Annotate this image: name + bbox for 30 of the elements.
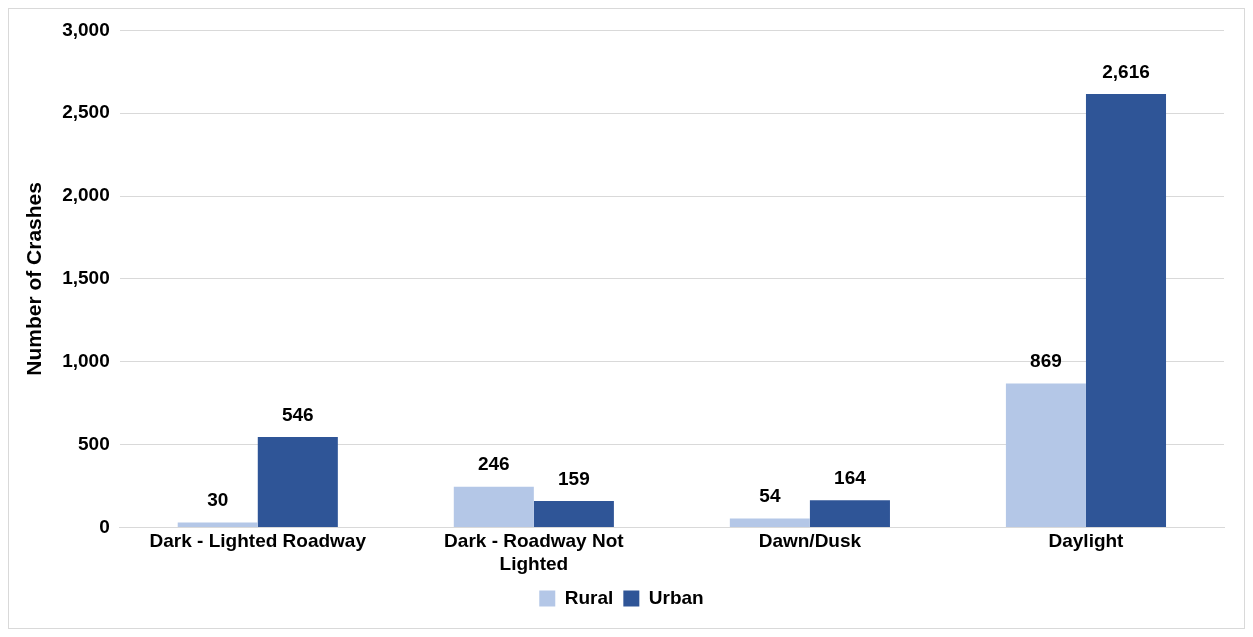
data-label: 546 xyxy=(281,403,314,425)
x-tick-label: Dark - Lighted Roadway xyxy=(149,530,367,552)
y-tick-label: 1,500 xyxy=(62,267,110,289)
bar xyxy=(809,500,890,527)
y-tick-label: 2,000 xyxy=(62,184,110,206)
data-label: 54 xyxy=(759,485,781,507)
bar xyxy=(257,436,338,527)
bar xyxy=(177,522,258,527)
data-label: 30 xyxy=(207,489,229,511)
bar xyxy=(1085,94,1167,527)
y-tick-label: 3,000 xyxy=(62,18,110,40)
y-axis-title: Number of Crashes xyxy=(22,182,46,376)
x-tick-label: Daylight xyxy=(1048,530,1125,552)
data-label: 164 xyxy=(834,466,867,488)
data-label: 2,616 xyxy=(1102,60,1150,82)
legend-label: Rural xyxy=(564,586,614,608)
bar xyxy=(1005,383,1086,527)
bar xyxy=(729,518,810,527)
y-tick-label: 1,000 xyxy=(62,349,110,371)
legend-label: Urban xyxy=(648,586,704,608)
x-tick-label: Dawn/Dusk xyxy=(758,530,862,552)
y-tick-label: 2,500 xyxy=(62,101,110,123)
bar xyxy=(453,486,534,527)
x-tick-label: Dark - Roadway Not Lighted xyxy=(444,530,625,574)
data-label: 246 xyxy=(477,453,510,475)
bar xyxy=(533,501,614,527)
y-tick-label: 0 xyxy=(99,515,110,537)
data-label: 869 xyxy=(1030,350,1062,372)
data-label: 159 xyxy=(558,467,590,489)
y-tick-label: 500 xyxy=(78,432,110,454)
